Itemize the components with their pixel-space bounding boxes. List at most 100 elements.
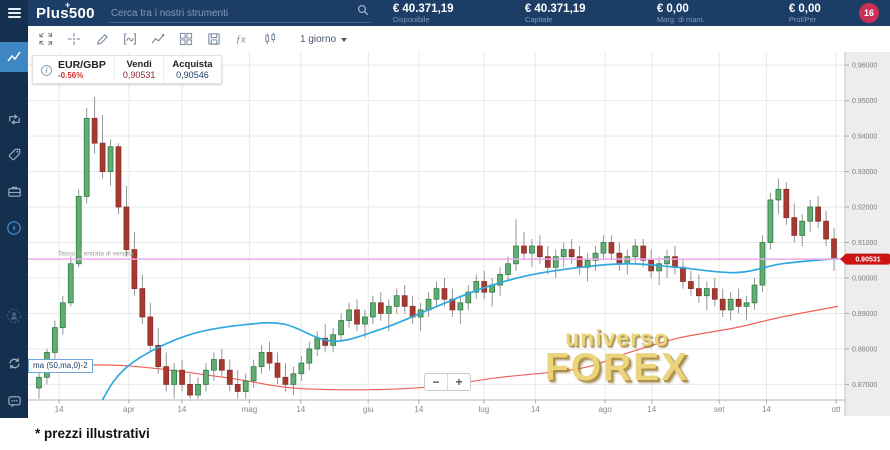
chart-icon — [6, 49, 22, 65]
metric-equity: € 40.371,19 Capitale — [525, 3, 595, 24]
svg-text:14: 14 — [177, 405, 186, 414]
metric-label: Marg. di mant. — [656, 14, 705, 24]
notifications-badge[interactable]: 16 — [859, 3, 879, 23]
candles-layer — [36, 97, 837, 399]
top-bar: Plus500+ € 40.371,19 Disponibile € 40.37… — [0, 0, 890, 26]
indicators-icon[interactable] — [122, 32, 137, 47]
metric-available: € 40.371,19 Disponibile — [393, 3, 463, 24]
search-input[interactable] — [108, 6, 371, 23]
zoom-out-button[interactable]: − — [425, 374, 448, 390]
price-axis[interactable]: 0.96000 0.95000 0.94000 0.93000 0.92000 0.910… — [844, 52, 890, 416]
svg-text:0.95000: 0.95000 — [852, 98, 877, 105]
instrument-card: i EUR/GBP -0.56% Vendi 0,90531 Acquista … — [32, 55, 222, 84]
sell-price: 0,90531 — [122, 70, 156, 80]
positions-icon — [7, 112, 22, 127]
chart-type-line-icon[interactable] — [150, 32, 165, 47]
illustrative-prices-note: * prezzi illustrativi — [35, 426, 150, 441]
briefcase-icon — [7, 184, 22, 199]
price-chart[interactable]: 0.96000 0.95000 0.94000 0.93000 0.92000 0.910… — [28, 52, 890, 416]
plus500-logo: Plus500 + — [36, 0, 95, 22]
sidebar-item-refresh[interactable] — [0, 348, 28, 378]
logo-plus-mark: + — [65, 0, 71, 10]
svg-text:0.93000: 0.93000 — [852, 169, 877, 176]
logo-text: Plus500 — [36, 4, 95, 22]
sell-label: Vendi — [126, 59, 152, 70]
metric-value: € 40.371,19 — [524, 2, 586, 15]
metric-value: € 0,00 — [656, 2, 689, 15]
timeframe-label: 1 giorno — [300, 33, 337, 45]
sidebar-item-portfolio[interactable] — [0, 176, 28, 206]
metric-value: € 40.371,19 — [392, 2, 454, 15]
chart-panel: ƒx 1 giorno 0.96000 0.95000 0.94000 0.93000… — [28, 26, 890, 418]
instrument-search — [108, 3, 371, 23]
svg-text:0.89000: 0.89000 — [852, 311, 877, 318]
tag-icon — [7, 147, 22, 162]
fit-screen-icon[interactable] — [38, 32, 53, 47]
left-sidebar — [0, 26, 28, 418]
account-metrics: € 40.371,19 Disponibile € 40.371,19 Capi… — [393, 3, 859, 24]
svg-text:ago: ago — [598, 405, 612, 414]
svg-text:giu: giu — [363, 405, 374, 414]
time-axis[interactable]: 14 apr 14 mag 14 giu 14 lug 14 ago 14 set 14 ott — [28, 399, 845, 414]
sidebar-item-chat[interactable] — [0, 386, 28, 416]
grid-layer — [28, 52, 845, 400]
instrument-name: EUR/GBP — [58, 59, 106, 71]
metric-value: € 0,00 — [788, 2, 821, 15]
chat-icon — [7, 394, 22, 409]
svg-text:set: set — [714, 405, 725, 414]
instrument-change: -0.56% — [58, 71, 84, 80]
crosshair-icon[interactable] — [66, 32, 81, 47]
metric-label: Capitale — [524, 14, 553, 24]
svg-text:mag: mag — [242, 405, 258, 414]
footer: * prezzi illustrativi — [0, 418, 890, 450]
sidebar-item-boost[interactable] — [0, 213, 28, 243]
sidebar-item-positions[interactable] — [0, 104, 28, 134]
functions-icon[interactable]: ƒx — [234, 32, 249, 47]
svg-text:ƒx: ƒx — [235, 34, 245, 45]
current-price-tag: 0.90531 — [840, 253, 890, 265]
layouts-icon[interactable] — [178, 32, 193, 47]
ma-fast-line — [101, 257, 839, 400]
svg-text:14: 14 — [296, 405, 305, 414]
bolt-circle-icon — [6, 220, 22, 236]
svg-text:14: 14 — [55, 405, 64, 414]
refresh-icon — [7, 356, 22, 371]
zoom-controls: − + — [424, 373, 471, 391]
svg-text:lug: lug — [479, 405, 490, 414]
chart-toolbar: ƒx 1 giorno — [28, 26, 890, 52]
metric-pl: € 0,00 Prof/Per — [789, 3, 859, 24]
sidebar-item-trade-chart[interactable] — [0, 42, 28, 72]
buy-price: 0,90546 — [176, 70, 209, 80]
info-icon[interactable]: i — [41, 64, 52, 76]
chevron-down-icon — [341, 37, 348, 42]
search-icon[interactable] — [357, 4, 369, 16]
svg-text:14: 14 — [762, 405, 771, 414]
sell-rate-label: Tasso di entrata di vendita — [58, 251, 134, 258]
candlestick-icon[interactable] — [262, 32, 277, 47]
metric-margin: € 0,00 Marg. di mant. — [657, 3, 727, 24]
ma-legend[interactable]: ma (50,ma,0)-2 — [28, 359, 93, 373]
save-icon[interactable] — [206, 32, 221, 47]
buy-label: Acquista — [172, 59, 213, 70]
draw-icon[interactable] — [94, 32, 109, 47]
sidebar-item-instruments[interactable] — [0, 139, 28, 169]
svg-text:apr: apr — [123, 405, 135, 414]
svg-text:0.91000: 0.91000 — [852, 240, 877, 247]
zoom-in-button[interactable]: + — [455, 375, 463, 389]
timeframe-selector[interactable]: 1 giorno — [300, 33, 348, 45]
sell-button[interactable]: Vendi 0,90531 — [115, 56, 165, 83]
menu-icon[interactable] — [0, 0, 28, 26]
sidebar-item-sentiment[interactable] — [0, 301, 28, 331]
svg-text:14: 14 — [414, 405, 423, 414]
metric-label: Prof/Per — [788, 14, 817, 24]
svg-text:14: 14 — [647, 405, 656, 414]
metric-label: Disponibile — [392, 14, 430, 24]
svg-text:0.94000: 0.94000 — [852, 134, 877, 141]
svg-text:14: 14 — [531, 405, 540, 414]
svg-text:0.87000: 0.87000 — [852, 382, 877, 389]
svg-text:0.92000: 0.92000 — [852, 205, 877, 212]
svg-text:0.96000: 0.96000 — [852, 63, 877, 70]
svg-text:ott: ott — [832, 405, 842, 414]
buy-button[interactable]: Acquista 0,90546 — [164, 56, 220, 83]
